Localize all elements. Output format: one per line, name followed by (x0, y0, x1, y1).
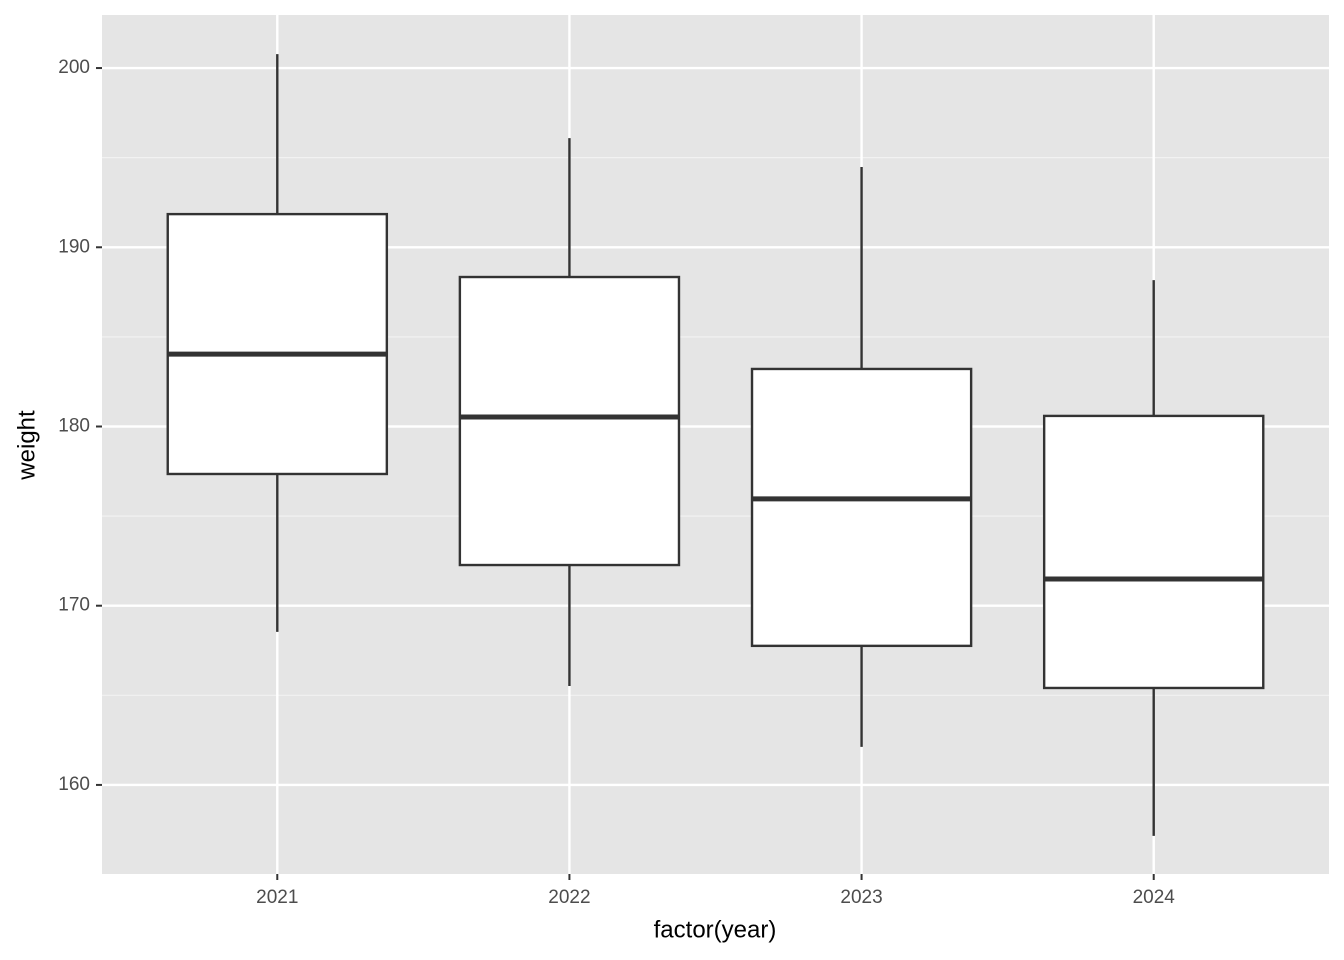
y-tick-label: 170 (58, 595, 90, 616)
x-tick-label: 2021 (256, 887, 298, 908)
y-tick-label: 160 (58, 774, 90, 795)
x-tick-label: 2023 (840, 887, 882, 908)
x-tick-label: 2024 (1133, 887, 1176, 908)
box (1042, 414, 1265, 690)
box (750, 367, 973, 648)
y-tick-label: 200 (58, 57, 90, 78)
box (458, 275, 681, 567)
y-axis-title: weight (13, 410, 40, 481)
y-tick-label: 190 (58, 236, 90, 257)
y-tick-label: 180 (58, 416, 90, 437)
x-tick-label: 2022 (548, 887, 590, 908)
box (166, 212, 389, 476)
x-axis-title: factor(year) (654, 916, 777, 943)
